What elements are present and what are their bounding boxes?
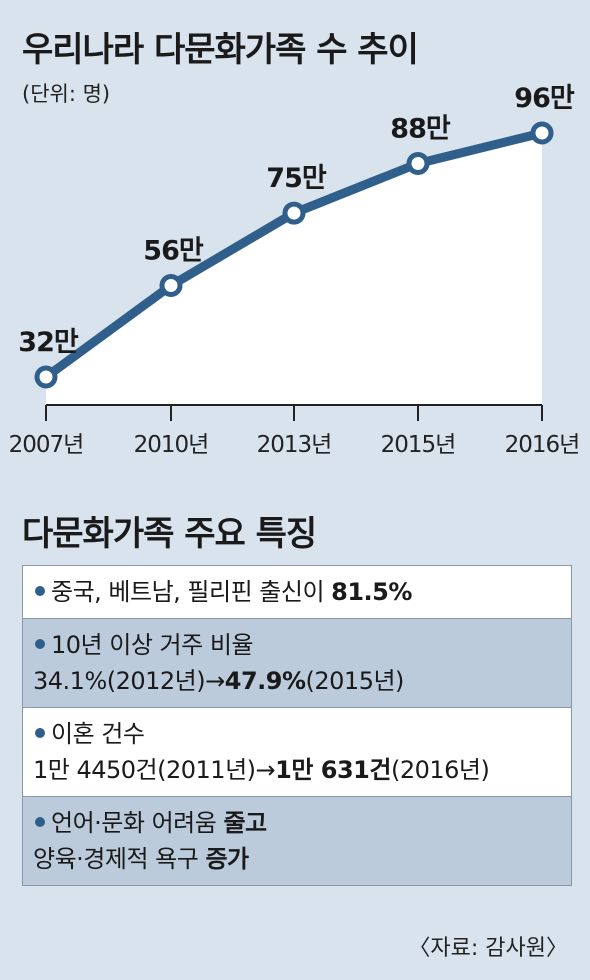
highlight-text: 줄고	[223, 809, 267, 837]
feature-line: 이혼 건수	[33, 716, 561, 752]
data-point	[530, 121, 554, 145]
data-point	[34, 365, 58, 389]
feature-line: 언어·문화 어려움 줄고	[33, 805, 561, 841]
feature-text: 양육·경제적 욕구	[33, 845, 206, 873]
x-tick-label: 2010년	[134, 432, 209, 458]
line-chart: 2007년 2010년 2013년 2015년 2016년 32만 56만 75만 88만 96만	[9, 83, 581, 458]
feature-line: 10년 이상 거주 비율	[33, 627, 561, 663]
x-tick-label: 2016년	[505, 432, 580, 458]
data-point	[282, 201, 306, 225]
data-label: 88만	[390, 114, 451, 145]
bullet-icon	[35, 728, 45, 738]
bullet-icon	[35, 639, 45, 649]
highlight-text: 증가	[205, 845, 249, 873]
feature-line: 중국, 베트남, 필리핀 출신이 81.5%	[33, 574, 561, 610]
feature-text: 10년 이상 거주 비율	[51, 631, 254, 659]
highlight-text: 81.5%	[331, 578, 412, 606]
feature-line: 양육·경제적 욕구 증가	[33, 841, 561, 877]
feature-text: 이혼 건수	[51, 720, 145, 748]
feature-item: 언어·문화 어려움 줄고 양육·경제적 욕구 증가	[22, 797, 572, 886]
feature-line: 34.1%(2012년)→47.9%(2015년)	[33, 663, 561, 699]
chart-title: 우리나라 다문화가족 수 추이	[22, 30, 419, 70]
source-note: 〈자료: 감사원〉	[408, 936, 568, 961]
bullet-icon	[35, 817, 45, 827]
highlight-text: 47.9%	[224, 667, 306, 695]
feature-text: 1만 4450건(2011년)→	[33, 756, 276, 784]
data-label: 75만	[266, 163, 327, 194]
x-tick-label: 2007년	[9, 432, 84, 458]
highlight-text: 1만 631건	[275, 756, 391, 784]
features-title: 다문화가족 주요 특징	[22, 514, 317, 554]
feature-text: (2015년)	[305, 667, 405, 695]
x-tick-label: 2015년	[381, 432, 456, 458]
feature-item: 10년 이상 거주 비율 34.1%(2012년)→47.9%(2015년)	[22, 619, 572, 708]
data-point	[159, 274, 183, 297]
data-label: 32만	[18, 327, 79, 358]
area-fill	[46, 133, 542, 405]
feature-text: 중국, 베트남, 필리핀 출신이	[51, 578, 332, 606]
feature-line: 1만 4450건(2011년)→1만 631건(2016년)	[33, 752, 561, 788]
feature-text: 언어·문화 어려움	[51, 809, 224, 837]
feature-text: (2016년)	[390, 756, 490, 784]
unit-label: (단위: 명)	[22, 82, 111, 106]
features-list: 중국, 베트남, 필리핀 출신이 81.5% 10년 이상 거주 비율 34.1%(…	[22, 565, 572, 886]
data-point	[406, 152, 430, 175]
feature-item: 이혼 건수 1만 4450건(2011년)→1만 631건(2016년)	[22, 708, 572, 797]
feature-item: 중국, 베트남, 필리핀 출신이 81.5%	[22, 565, 572, 619]
bullet-icon	[35, 586, 45, 596]
data-label: 56만	[143, 236, 204, 267]
x-tick-label: 2013년	[257, 432, 332, 458]
data-label: 96만	[514, 83, 575, 114]
feature-text: 34.1%(2012년)→	[33, 667, 225, 695]
